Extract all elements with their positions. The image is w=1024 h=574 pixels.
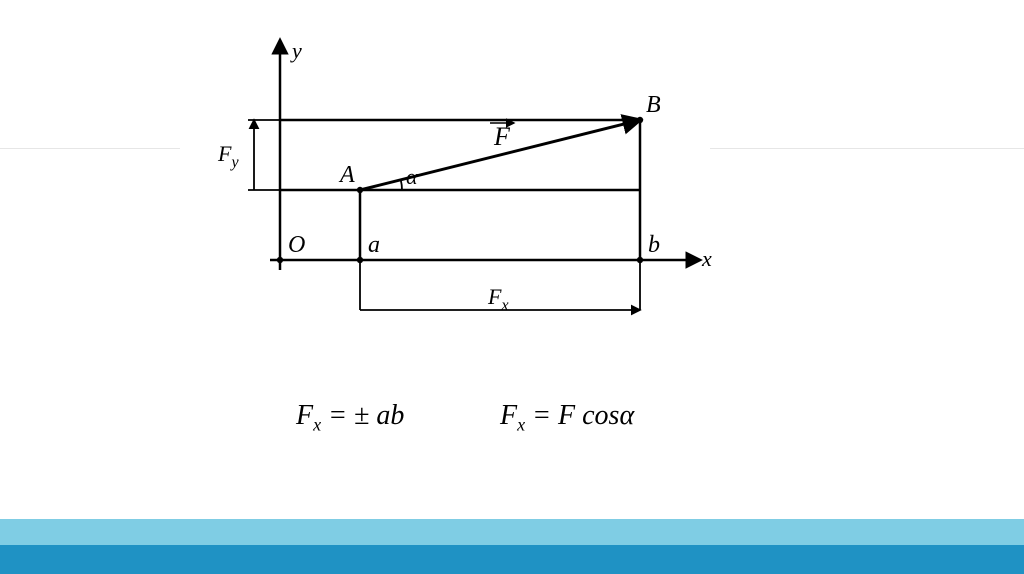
footer-bar-dark bbox=[0, 545, 1024, 574]
label-a: a bbox=[368, 232, 380, 258]
label-y-axis: y bbox=[290, 38, 302, 63]
point-B bbox=[637, 117, 643, 123]
formula-fx-cos: Fx = F cosα bbox=[500, 400, 634, 436]
label-F-vector: F bbox=[490, 122, 514, 151]
label-b: b bbox=[648, 232, 660, 258]
formula-eq: = ± bbox=[321, 400, 376, 431]
footer-bar-light bbox=[0, 519, 1024, 545]
formula-fx-ab: Fx = ± ab bbox=[296, 400, 404, 436]
point-a bbox=[357, 257, 363, 263]
formula-fcos: F cosα bbox=[558, 400, 634, 431]
formula-F: F bbox=[500, 400, 517, 431]
label-B: B bbox=[646, 92, 661, 118]
point-A bbox=[357, 187, 363, 193]
vector-diagram: y x O a b A B α F Fx Fy bbox=[200, 30, 720, 370]
label-x-axis: x bbox=[701, 246, 712, 271]
svg-text:F: F bbox=[493, 122, 511, 151]
side-rule-left bbox=[0, 148, 180, 149]
formula-sub-x: x bbox=[517, 415, 525, 435]
label-Fy: Fy bbox=[217, 141, 239, 171]
point-b bbox=[637, 257, 643, 263]
point-O bbox=[277, 257, 283, 263]
label-alpha: α bbox=[406, 164, 418, 189]
label-O: O bbox=[288, 232, 305, 258]
side-rule-right bbox=[710, 148, 1024, 149]
formula-ab: ab bbox=[376, 400, 404, 431]
formula-sub-x: x bbox=[313, 415, 321, 435]
label-A: A bbox=[338, 162, 355, 188]
formula-eq: = bbox=[525, 400, 558, 431]
angle-arc bbox=[401, 180, 402, 190]
formula-F: F bbox=[296, 400, 313, 431]
